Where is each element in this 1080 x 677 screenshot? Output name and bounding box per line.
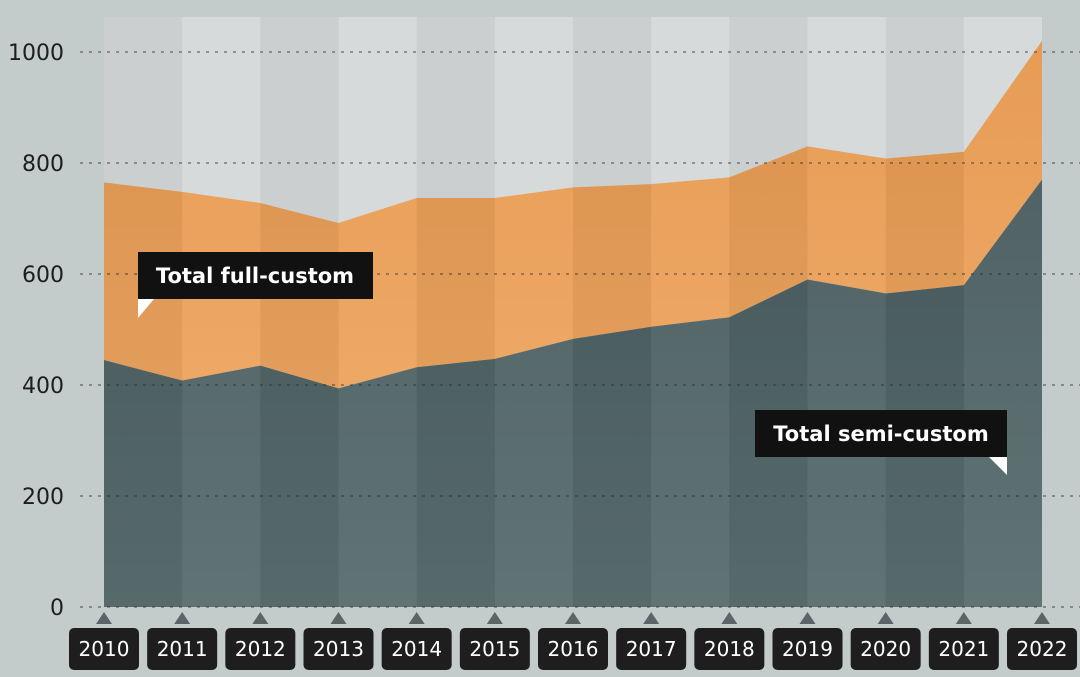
x-tick-marker bbox=[799, 612, 816, 624]
x-tick-label: 2017 bbox=[626, 637, 677, 661]
x-tick-box bbox=[225, 628, 296, 670]
x-tick-label: 2018 bbox=[704, 637, 755, 661]
x-tick-box bbox=[616, 628, 687, 670]
area-total-full-custom bbox=[104, 40, 1042, 389]
x-tick-marker bbox=[96, 612, 112, 624]
column-shade bbox=[104, 17, 183, 607]
callout-label-full-custom: Total full-custom bbox=[156, 264, 354, 288]
x-tick-marker bbox=[721, 612, 738, 624]
callout-pointer-full-custom bbox=[138, 299, 154, 318]
column-shade bbox=[495, 17, 573, 607]
y-tick-label: 200 bbox=[22, 485, 64, 510]
callout-label-semi-custom: Total semi-custom bbox=[773, 422, 988, 446]
y-tick-label: 400 bbox=[22, 374, 64, 399]
x-tick-box bbox=[538, 628, 608, 670]
column-shade bbox=[339, 17, 417, 607]
column-shade bbox=[416, 17, 495, 607]
column-shading bbox=[104, 17, 1042, 607]
x-tick-label: 2011 bbox=[157, 637, 208, 661]
column-shade bbox=[808, 17, 886, 607]
x-tick-marker bbox=[565, 612, 581, 624]
x-tick-box bbox=[928, 628, 999, 670]
y-tick-label: 600 bbox=[22, 263, 64, 288]
column-shade bbox=[885, 17, 964, 607]
x-tick-label: 2019 bbox=[782, 637, 833, 661]
x-tick-box bbox=[1007, 628, 1077, 670]
x-tick-label: 2015 bbox=[469, 637, 520, 661]
column-shade bbox=[260, 17, 339, 607]
callout-pointer-semi-custom bbox=[989, 457, 1007, 475]
x-tick-label: 2022 bbox=[1017, 637, 1068, 661]
column-shade bbox=[964, 17, 1042, 607]
x-tick-marker bbox=[330, 612, 347, 624]
x-tick-label: 2021 bbox=[938, 637, 989, 661]
x-tick-marker bbox=[955, 612, 972, 624]
x-tick-marker bbox=[174, 612, 191, 624]
area-total-semi-custom bbox=[104, 179, 1042, 607]
x-tick-box bbox=[147, 628, 218, 670]
x-tick-marker bbox=[486, 612, 503, 624]
x-tick-label: 2020 bbox=[860, 637, 911, 661]
y-tick-label: 0 bbox=[50, 596, 64, 621]
x-tick-label: 2014 bbox=[391, 637, 442, 661]
x-tick-label: 2010 bbox=[79, 637, 130, 661]
x-tick-box bbox=[303, 628, 374, 670]
x-tick-marker bbox=[643, 612, 660, 624]
x-tick-box bbox=[69, 628, 139, 670]
x-tick-box bbox=[381, 628, 452, 670]
callouts: Total full-custom Total semi-custom bbox=[138, 252, 1007, 475]
x-tick-marker bbox=[1034, 612, 1050, 624]
x-axis: 2010 2011 2012 2013 2014 2015 2016 2017 2018 2019… bbox=[69, 612, 1077, 670]
column-shade bbox=[182, 17, 260, 607]
x-tick-label: 2016 bbox=[548, 637, 599, 661]
x-tick-box bbox=[850, 628, 921, 670]
y-axis: 0 200 400 600 800 1000 bbox=[8, 41, 64, 621]
x-tick-box bbox=[694, 628, 765, 670]
x-tick-box bbox=[772, 628, 843, 670]
area-layers bbox=[104, 40, 1042, 607]
x-tick-label: 2012 bbox=[235, 637, 286, 661]
x-tick-label: 2013 bbox=[313, 637, 364, 661]
x-tick-marker bbox=[408, 612, 425, 624]
column-shade bbox=[729, 17, 808, 607]
x-tick-box bbox=[459, 628, 530, 670]
y-tick-label: 1000 bbox=[8, 41, 64, 66]
column-shade bbox=[651, 17, 729, 607]
x-tick-marker bbox=[877, 612, 894, 624]
y-tick-label: 800 bbox=[22, 152, 64, 177]
callout-box-semi-custom bbox=[755, 410, 1007, 457]
x-tick-marker bbox=[252, 612, 269, 624]
callout-box-full-custom bbox=[138, 252, 373, 299]
column-shade bbox=[573, 17, 652, 607]
